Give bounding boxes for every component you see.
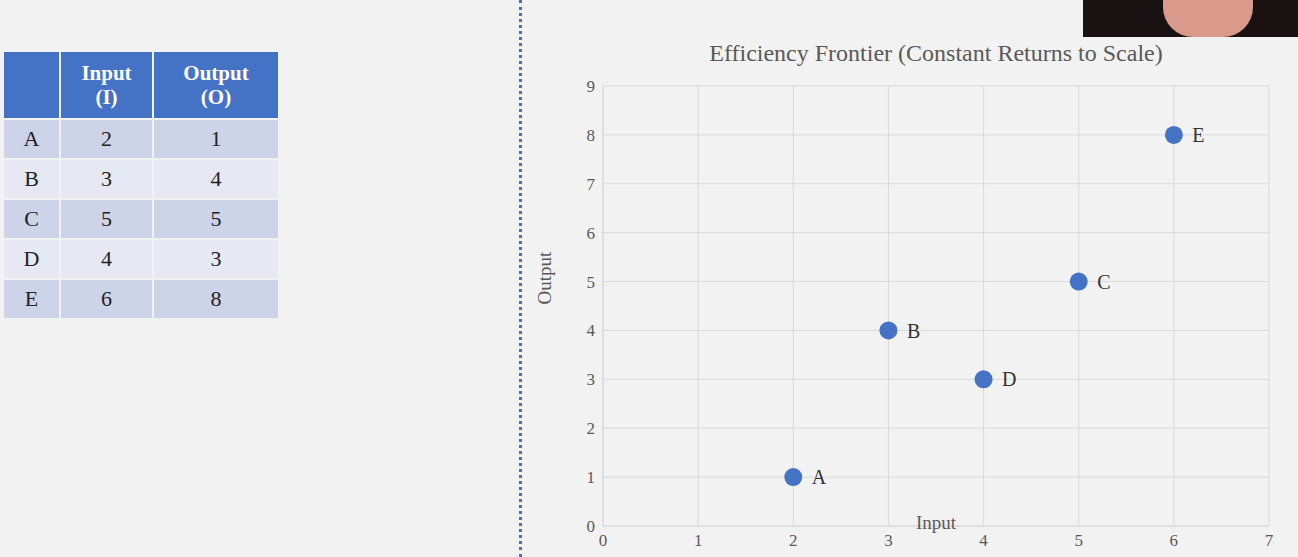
svg-text:6: 6 (1170, 531, 1179, 550)
html-text:3: 3 (210, 246, 222, 271)
svg-text:2: 2 (789, 531, 798, 550)
svg-text:8: 8 (587, 126, 596, 145)
html-text:D: D (23, 246, 40, 271)
html-text:8: 8 (210, 286, 222, 311)
html-text:B: B (24, 166, 39, 191)
html-text:C: C (24, 206, 39, 231)
html-text:Efficiency Frontier (Constant: Efficiency Frontier (Constant Returns to… (709, 40, 1163, 66)
svg-text:9: 9 (587, 77, 596, 96)
svg-text:D: D (1002, 368, 1016, 390)
html-text:Input: Input (81, 61, 132, 85)
html-text:4: 4 (101, 246, 112, 271)
html-text:6: 6 (101, 286, 112, 311)
svg-text:0: 0 (599, 531, 608, 550)
svg-text:C: C (1097, 271, 1110, 293)
svg-text:1: 1 (587, 468, 596, 487)
html-text:A: A (23, 126, 40, 151)
svg-text:4: 4 (979, 531, 988, 550)
svg-text:3: 3 (587, 370, 596, 389)
svg-text:0: 0 (587, 517, 596, 536)
html-text:(O): (O) (200, 85, 232, 109)
html-text:1: 1 (210, 126, 222, 151)
html-text:Input: Input (915, 512, 956, 533)
html-text:3: 3 (101, 166, 112, 191)
svg-text:E: E (1192, 124, 1204, 146)
svg-text:7: 7 (1265, 531, 1274, 550)
html-text:(I): (I) (95, 85, 118, 109)
svg-text:7: 7 (587, 175, 596, 194)
html-text:5: 5 (101, 206, 112, 231)
svg-text:2: 2 (587, 419, 596, 438)
html-text:E: E (24, 286, 39, 311)
html-text:Output: Output (183, 61, 249, 85)
svg-text:5: 5 (1074, 531, 1083, 550)
html-text:5: 5 (210, 206, 222, 231)
html-text:4: 4 (210, 166, 222, 191)
svg-text:6: 6 (587, 224, 596, 243)
html-text:2: 2 (101, 126, 112, 151)
svg-text:A: A (812, 466, 827, 488)
svg-text:4: 4 (587, 321, 596, 340)
html-text:Output: Output (534, 251, 555, 305)
svg-text:5: 5 (587, 273, 596, 292)
svg-text:1: 1 (694, 531, 703, 550)
svg-text:3: 3 (884, 531, 893, 550)
svg-text:B: B (907, 320, 920, 342)
